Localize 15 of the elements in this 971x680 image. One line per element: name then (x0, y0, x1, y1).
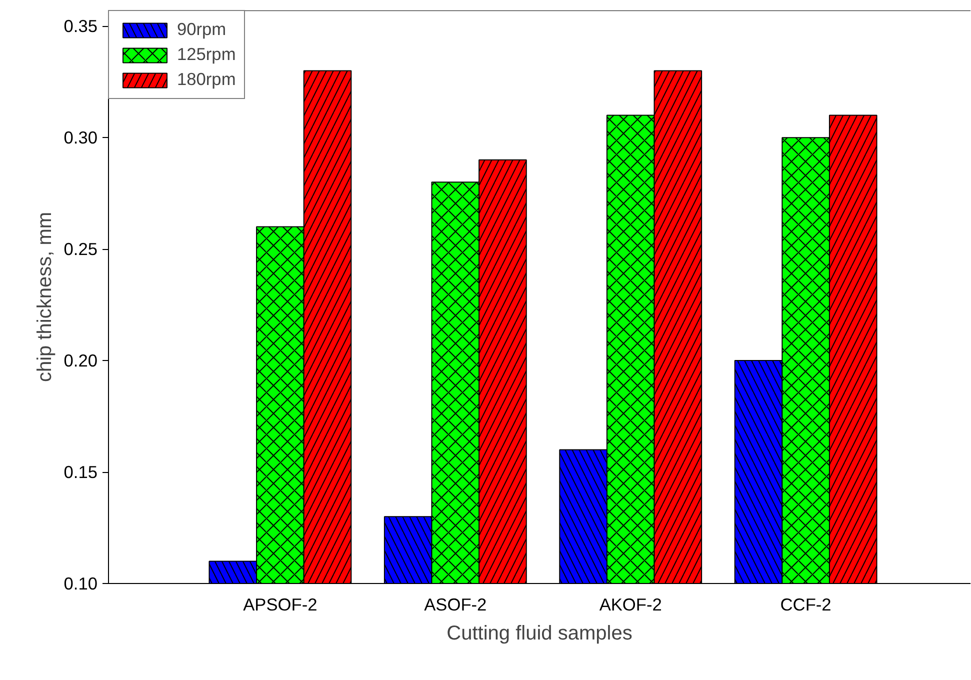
x-tick-label: AKOF-2 (599, 594, 662, 614)
y-tick-label: 0.20 (64, 350, 98, 371)
y-tick-label: 0.15 (64, 462, 98, 482)
x-axis-title: Cutting fluid samples (446, 622, 632, 644)
legend-label: 180rpm (177, 69, 236, 90)
y-tick-label: 0.25 (64, 239, 98, 260)
legend-label: 125rpm (177, 44, 236, 65)
y-tick-label: 0.30 (64, 128, 98, 148)
x-tick-label: CCF-2 (780, 594, 832, 614)
legend-label: 90rpm (177, 19, 226, 40)
x-tick-label: APSOF-2 (243, 594, 318, 614)
y-axis-title: chip thickness, mm (34, 212, 56, 382)
y-tick-label: 0.35 (64, 16, 98, 36)
x-tick-label: ASOF-2 (424, 594, 487, 614)
y-tick-label: 0.10 (64, 574, 98, 594)
